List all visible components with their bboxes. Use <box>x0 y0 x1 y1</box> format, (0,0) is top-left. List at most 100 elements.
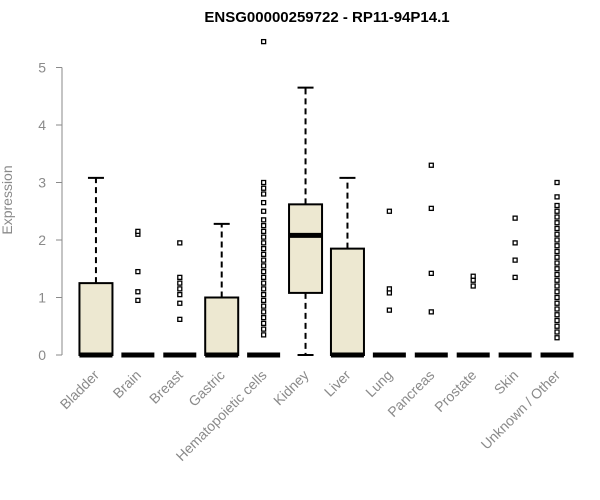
y-tick-label: 2 <box>38 232 46 248</box>
outlier-point <box>386 307 393 313</box>
outlier-point <box>554 208 560 214</box>
outlier-point <box>260 320 267 327</box>
outlier-point <box>260 234 267 240</box>
outlier-point <box>554 283 560 289</box>
iqr-box <box>329 247 365 356</box>
boxes-group <box>78 38 574 358</box>
x-tick-label-skin: Skin <box>491 367 522 398</box>
outlier-point <box>512 240 518 246</box>
iqr-box <box>204 296 240 356</box>
chart-title: ENSG00000259722 - RP11-94P14.1 <box>204 9 449 26</box>
outlier-point <box>260 286 267 292</box>
iqr-box <box>288 203 324 294</box>
outlier-point <box>260 191 267 197</box>
outlier-point <box>554 306 560 312</box>
outlier-point <box>260 291 267 298</box>
outlier-point <box>554 317 560 324</box>
outlier-point <box>260 217 267 223</box>
outlier-point <box>554 294 560 301</box>
outlier-point <box>260 251 267 258</box>
y-tick-label: 4 <box>38 117 46 133</box>
box-breast <box>163 240 197 358</box>
outlier-point <box>554 254 560 260</box>
outlier-point <box>260 208 267 214</box>
iqr-box <box>78 282 114 356</box>
outlier-point <box>554 300 560 306</box>
outlier-point <box>260 309 267 315</box>
outlier-point <box>260 326 267 332</box>
box-hematopoietic-cells <box>247 38 281 358</box>
outlier-point <box>554 243 560 249</box>
outlier-point <box>554 323 560 329</box>
outlier-point <box>554 179 560 186</box>
outlier-point <box>260 303 267 309</box>
x-tick-label-prostate: Prostate <box>431 367 479 415</box>
outlier-point <box>470 273 476 279</box>
box-kidney <box>288 86 324 356</box>
outlier-point <box>260 332 267 338</box>
outlier-point <box>428 270 434 277</box>
outlier-point <box>470 283 476 289</box>
outlier-point <box>177 240 183 246</box>
box-liver <box>329 176 365 358</box>
outlier-point <box>554 271 560 278</box>
outlier-point <box>428 309 434 315</box>
outlier-point <box>177 274 183 281</box>
outlier-point <box>554 312 560 318</box>
outlier-point <box>260 38 267 45</box>
outlier-point <box>554 220 560 226</box>
outlier-point <box>554 202 560 209</box>
outlier-point <box>260 263 267 269</box>
box-unknown-other <box>540 179 574 358</box>
outlier-point <box>260 199 267 206</box>
y-tick-label: 5 <box>38 60 46 76</box>
outlier-point <box>260 222 267 229</box>
outlier-point <box>554 329 560 335</box>
outlier-point <box>554 335 560 341</box>
outlier-point <box>554 231 560 237</box>
outlier-point <box>177 280 183 286</box>
outlier-point <box>554 277 560 283</box>
outlier-point <box>177 291 183 298</box>
outlier-point <box>260 268 267 275</box>
x-tick-label-pancreas: Pancreas <box>384 367 437 420</box>
x-tick-label-breast: Breast <box>146 367 186 407</box>
outlier-point <box>135 268 141 275</box>
outlier-point <box>554 237 560 243</box>
outlier-point <box>260 240 267 246</box>
box-brain <box>121 228 155 358</box>
y-axis: 0 1 2 3 4 5 <box>38 60 63 363</box>
outlier-point <box>554 194 560 200</box>
outlier-point <box>512 274 518 281</box>
outlier-point <box>554 214 560 220</box>
box-prostate <box>456 273 490 358</box>
outlier-point <box>386 208 393 214</box>
outlier-point <box>260 274 267 281</box>
outlier-point <box>554 266 560 272</box>
x-tick-label-brain: Brain <box>110 367 144 401</box>
outlier-point <box>177 316 183 323</box>
y-tick-label: 3 <box>38 175 46 191</box>
outlier-point <box>260 179 267 186</box>
box-gastric <box>204 222 240 358</box>
outlier-point <box>428 205 434 212</box>
x-tick-label-unknown-other: Unknown / Other <box>478 367 564 453</box>
outlier-point <box>135 289 141 295</box>
outlier-point <box>260 257 267 263</box>
outlier-point <box>260 314 267 321</box>
outlier-point <box>135 297 141 304</box>
box-bladder <box>78 176 114 358</box>
x-tick-label-bladder: Bladder <box>57 367 103 413</box>
outlier-point <box>260 280 267 286</box>
box-lung <box>372 208 406 358</box>
y-tick-label: 0 <box>38 347 46 363</box>
box-skin <box>498 215 532 358</box>
box-pancreas <box>414 162 448 358</box>
outlier-point <box>428 162 434 168</box>
outlier-point <box>554 248 560 255</box>
outlier-point <box>135 228 141 235</box>
outlier-point <box>554 260 560 266</box>
outlier-point <box>386 286 393 292</box>
